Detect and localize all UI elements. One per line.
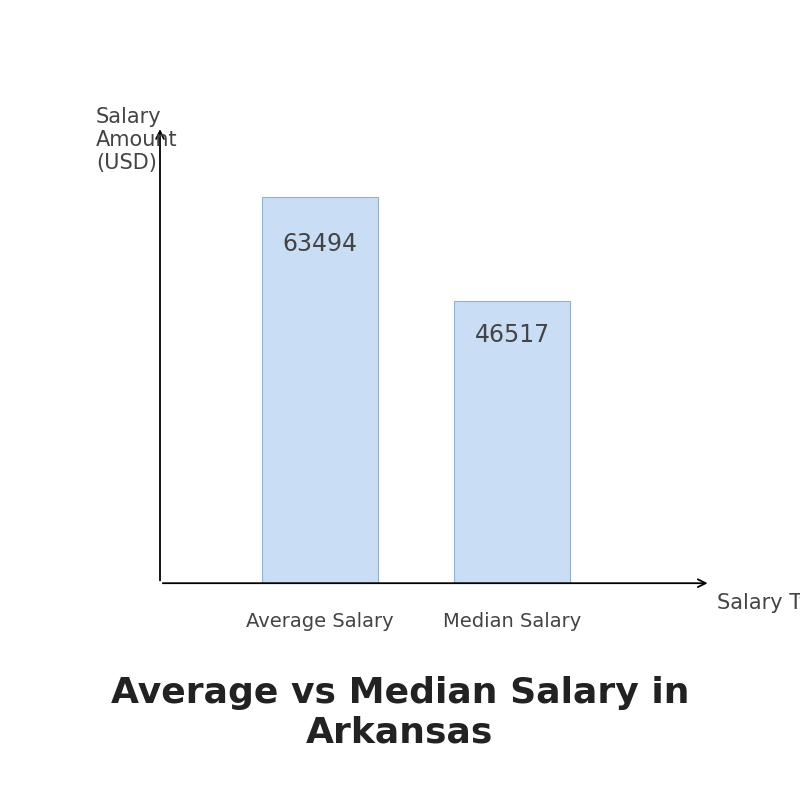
Text: Median Salary: Median Salary xyxy=(443,612,581,631)
Text: Average vs Median Salary in
Arkansas: Average vs Median Salary in Arkansas xyxy=(110,676,690,749)
Bar xyxy=(454,301,570,583)
Text: Salary Type: Salary Type xyxy=(717,593,800,612)
Text: Salary
Amount
(USD): Salary Amount (USD) xyxy=(96,107,178,173)
Bar xyxy=(262,198,378,583)
Text: 63494: 63494 xyxy=(282,232,358,256)
Text: 46517: 46517 xyxy=(474,322,550,347)
Text: Average Salary: Average Salary xyxy=(246,612,394,631)
